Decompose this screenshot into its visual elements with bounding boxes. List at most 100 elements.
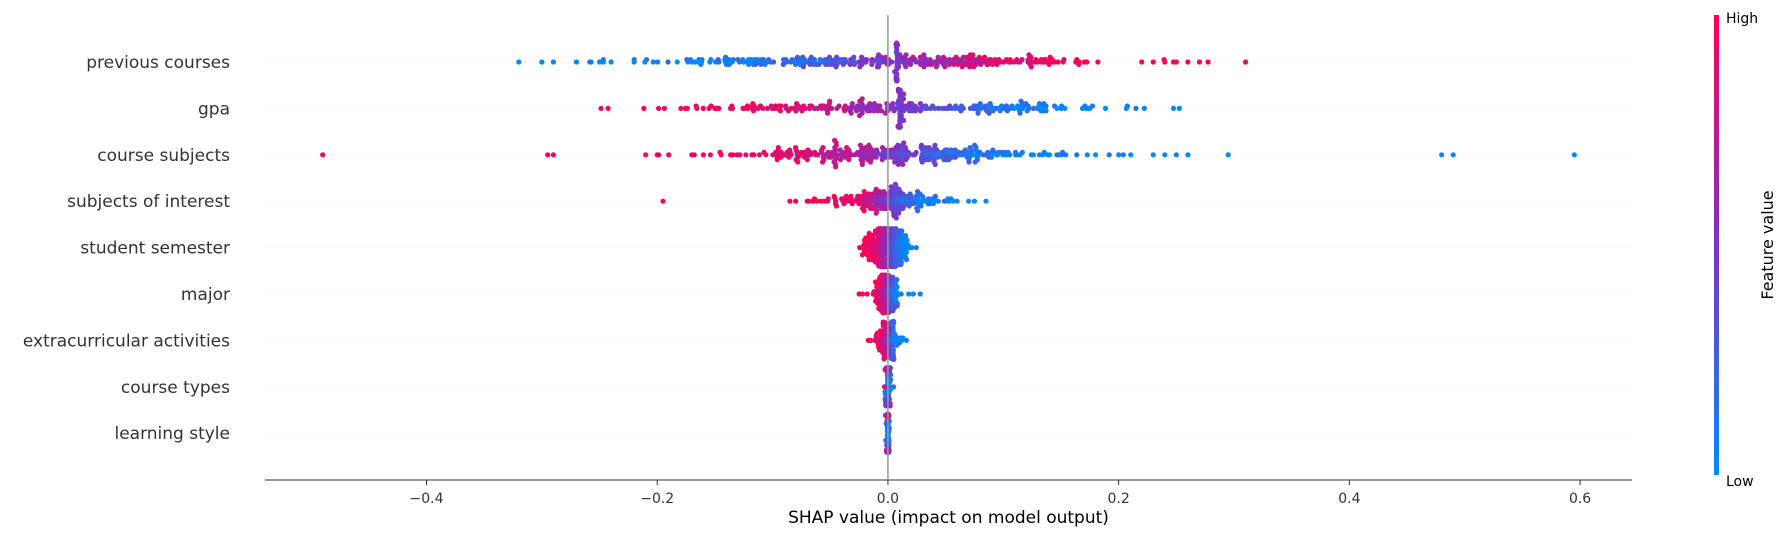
shap-point	[1015, 59, 1021, 65]
shap-point	[764, 105, 770, 111]
shap-point	[857, 245, 863, 251]
shap-point	[654, 152, 660, 158]
shap-point	[897, 115, 903, 121]
shap-point	[743, 152, 749, 158]
shap-point	[981, 54, 988, 60]
shap-point	[539, 59, 545, 65]
shap-point	[1042, 57, 1049, 63]
colorbar-gradient	[1714, 15, 1719, 475]
shap-point	[831, 193, 837, 199]
shap-point	[947, 103, 953, 109]
shap-point	[727, 105, 734, 111]
shap-point	[936, 149, 942, 155]
shap-point	[870, 240, 876, 246]
shap-point	[942, 59, 948, 65]
shap-point	[771, 105, 777, 111]
shap-point	[851, 59, 857, 65]
shap-point	[857, 98, 863, 104]
shap-point	[1014, 152, 1020, 158]
shap-point	[1081, 59, 1087, 65]
shap-point	[1128, 152, 1134, 158]
shap-point	[1139, 59, 1145, 65]
shap-point	[905, 152, 911, 158]
shap-point	[941, 149, 947, 155]
shap-point	[891, 305, 897, 311]
shap-point	[867, 159, 874, 165]
shap-point	[874, 249, 880, 255]
shap-point	[1047, 54, 1053, 60]
shap-point	[707, 59, 713, 65]
x-axis-title: SHAP value (impact on model output)	[788, 508, 1109, 528]
shap-point	[717, 149, 723, 155]
shap-point	[1023, 101, 1029, 107]
shap-point	[897, 110, 903, 116]
shap-point	[550, 152, 557, 158]
shap-point	[1059, 149, 1066, 155]
shap-point	[1176, 105, 1182, 111]
shap-point	[893, 145, 899, 151]
shap-point	[901, 140, 907, 146]
colorbar-low-label: Low	[1726, 474, 1754, 490]
shap-point	[903, 52, 909, 58]
shap-point	[884, 242, 890, 248]
colorbar: High Low Feature value	[1714, 11, 1777, 490]
shap-point	[882, 110, 889, 116]
shap-point	[910, 291, 916, 297]
shap-point	[1039, 105, 1045, 111]
shap-point	[887, 249, 893, 255]
shap-point	[942, 105, 948, 111]
shap-point	[1062, 105, 1068, 111]
shap-point	[857, 105, 863, 111]
shap-point	[893, 262, 900, 268]
shap-point	[950, 198, 957, 204]
shap-point	[918, 142, 925, 148]
shap-point	[760, 57, 767, 63]
shap-point	[967, 152, 973, 158]
shap-point	[930, 152, 936, 158]
shap-point	[857, 64, 863, 70]
shap-point	[834, 105, 840, 111]
shap-point	[894, 47, 900, 53]
shap-point	[700, 152, 706, 158]
shap-point	[1170, 105, 1177, 111]
shap-point	[892, 257, 898, 263]
shap-point	[913, 149, 919, 155]
shap-point	[834, 61, 840, 67]
shap-point	[864, 237, 870, 243]
shap-point	[800, 152, 806, 158]
shap-point	[1162, 152, 1168, 158]
colorbar-title: Feature value	[1758, 190, 1777, 299]
shap-point	[955, 57, 962, 63]
shap-point	[864, 196, 870, 202]
shap-point	[977, 149, 983, 155]
shap-point	[860, 196, 866, 202]
shap-point	[985, 103, 991, 109]
shap-point	[833, 198, 839, 204]
shap-point	[820, 154, 826, 160]
shap-point	[891, 356, 897, 362]
shap-point	[843, 193, 849, 199]
shap-point	[655, 59, 661, 65]
shap-point	[741, 59, 747, 65]
shap-point	[833, 140, 839, 146]
shap-point	[892, 340, 898, 346]
shap-point	[1038, 59, 1044, 65]
shap-point	[960, 105, 966, 111]
shap-point	[776, 103, 782, 109]
shap-point	[919, 154, 925, 160]
shap-point	[1120, 152, 1126, 158]
shap-point	[1084, 152, 1090, 158]
shap-point	[994, 61, 1000, 67]
shap-point	[913, 59, 919, 65]
shap-point	[756, 152, 763, 158]
shap-point	[872, 201, 878, 207]
shap-point	[932, 142, 938, 148]
shap-point	[868, 249, 874, 255]
shap-point	[789, 57, 795, 63]
shap-point	[913, 245, 919, 251]
shap-point	[996, 105, 1002, 111]
shap-point	[1019, 149, 1025, 155]
shap-point	[1116, 152, 1122, 158]
shap-point	[903, 337, 909, 343]
shap-point	[833, 154, 839, 160]
